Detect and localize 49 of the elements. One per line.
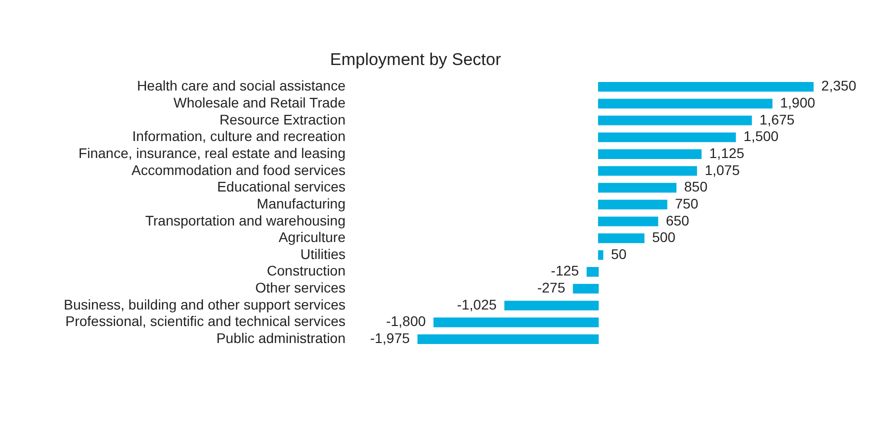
y-tick-label: Other services — [255, 280, 346, 296]
bar — [598, 82, 814, 92]
y-tick-label: Business, building and other support services — [64, 296, 346, 312]
bar — [598, 200, 668, 210]
bar — [598, 182, 676, 193]
y-tick-label: Agriculture — [278, 229, 346, 246]
data-label: -1,975 — [370, 330, 410, 346]
bar — [598, 149, 702, 159]
data-label: -1,800 — [386, 313, 426, 330]
y-tick-label: Professional, scientific and technical services — [65, 313, 346, 330]
y-tick-label: Information, culture and recreation — [132, 128, 346, 144]
data-label: -275 — [537, 280, 566, 296]
data-label: 1,500 — [744, 128, 779, 144]
y-tick-label: Finance, insurance, real estate and leasing — [78, 144, 346, 161]
data-label: 1,675 — [760, 111, 795, 128]
y-tick-label: Construction — [266, 262, 346, 279]
bar — [598, 116, 752, 126]
bar — [598, 98, 772, 108]
data-label: -1,025 — [456, 296, 497, 312]
data-label: 850 — [684, 178, 708, 195]
bar — [598, 250, 604, 260]
y-tick-label: Accommodation and food services — [132, 162, 346, 178]
bar — [572, 284, 599, 294]
chart-title: Employment by Sector — [330, 50, 502, 69]
bar — [586, 267, 599, 277]
data-label: 500 — [652, 229, 676, 246]
data-label: -125 — [550, 262, 580, 279]
data-label: 650 — [666, 212, 690, 228]
data-label: 1,075 — [704, 162, 740, 178]
y-tick-label: Educational services — [217, 178, 346, 195]
data-label: 1,900 — [780, 94, 816, 110]
y-tick-label: Manufacturing — [256, 195, 346, 212]
y-tick-label: Resource Extraction — [219, 111, 346, 128]
data-label: 750 — [674, 195, 699, 212]
data-label: 50 — [610, 246, 627, 262]
bar — [598, 216, 658, 226]
bar — [598, 233, 644, 244]
bar — [417, 334, 599, 344]
y-tick-label: Health care and social assistance — [136, 78, 346, 94]
y-tick-label: Wholesale and Retail Trade — [174, 94, 346, 110]
data-label: 1,125 — [709, 144, 745, 161]
y-tick-label: Transportation and warehousing — [145, 212, 346, 228]
data-label: 2,350 — [821, 78, 857, 94]
bar — [598, 132, 736, 142]
bar — [433, 318, 599, 328]
y-tick-label: Utilities — [300, 246, 346, 262]
y-tick-label: Public administration — [216, 330, 346, 346]
bar — [598, 166, 698, 176]
bar — [504, 300, 599, 310]
